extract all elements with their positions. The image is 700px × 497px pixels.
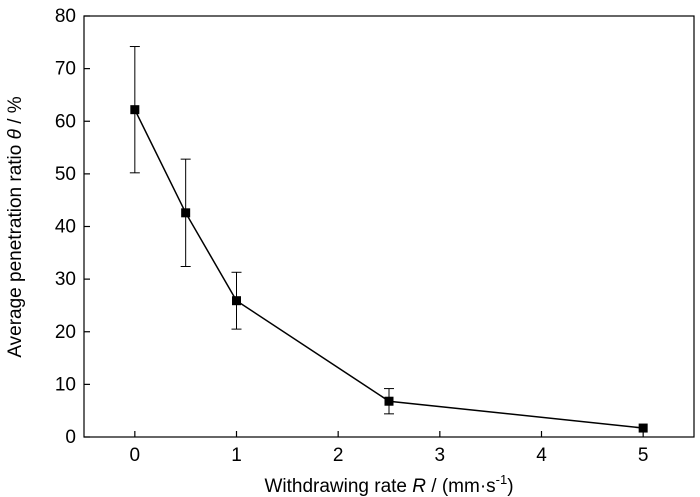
plot-area-frame <box>83 15 695 438</box>
y-axis-ticks: 0 10 20 30 40 50 60 70 80 <box>55 6 90 448</box>
x-axis-title-variable: R <box>412 476 426 497</box>
x-tick-label: 0 <box>130 445 141 466</box>
data-point <box>384 396 394 406</box>
y-tick-label: 70 <box>55 59 76 80</box>
data-point <box>232 296 241 306</box>
x-tick-label: 3 <box>435 445 446 466</box>
x-axis-title-prefix: Withdrawing rate <box>264 476 412 497</box>
y-axis-title-variable: θ <box>5 128 26 139</box>
x-axis-title-close: ) <box>507 476 513 497</box>
data-point <box>638 423 648 433</box>
y-tick-label: 40 <box>55 217 76 238</box>
error-bars <box>129 46 394 415</box>
y-tick-label: 50 <box>55 164 76 185</box>
y-tick-label: 20 <box>55 322 76 343</box>
x-tick-label: 2 <box>333 445 344 466</box>
y-tick-label: 10 <box>55 374 76 395</box>
y-axis-title-unit: / % <box>5 96 26 129</box>
data-point <box>181 208 191 218</box>
x-axis-title: Withdrawing rate R / (mm·s-1) <box>264 472 513 497</box>
y-tick-label: 80 <box>55 6 76 27</box>
y-axis-title: Average penetration ratio θ / % <box>5 96 26 357</box>
x-tick-label: 5 <box>638 445 649 466</box>
series-line <box>134 109 644 429</box>
data-point <box>130 105 140 115</box>
y-axis-title-prefix: Average penetration ratio <box>5 139 26 357</box>
x-tick-label: 4 <box>536 445 547 466</box>
y-tick-label: 0 <box>65 427 76 448</box>
y-tick-label: 60 <box>55 111 76 132</box>
y-tick-label: 30 <box>55 269 76 290</box>
x-axis-ticks: 0 1 2 3 4 5 <box>130 431 649 466</box>
data-markers <box>130 105 648 433</box>
x-tick-label: 1 <box>231 445 242 466</box>
x-axis-title-unit: / (mm·s <box>426 476 496 497</box>
x-axis-title-superscript: -1 <box>496 472 508 487</box>
